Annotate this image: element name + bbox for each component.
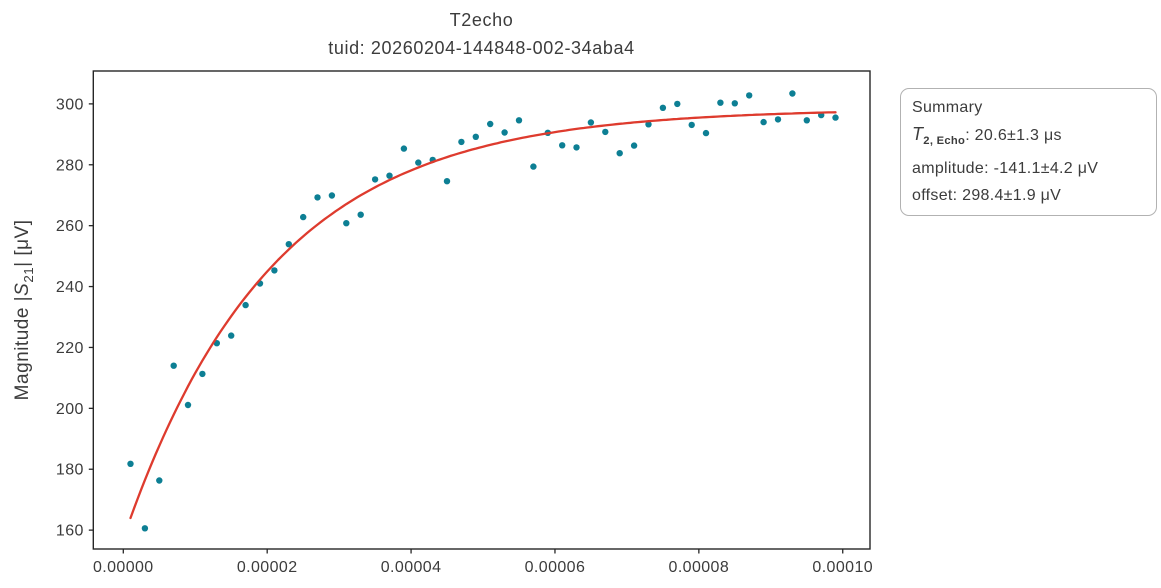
data-point xyxy=(501,129,508,136)
data-point xyxy=(530,163,537,170)
data-point xyxy=(688,121,695,129)
y-tick-label: 200 xyxy=(56,401,84,418)
data-point xyxy=(343,220,350,227)
x-tick-label: 0.00008 xyxy=(669,559,730,576)
x-tick-label: 0.00002 xyxy=(237,559,298,576)
data-point xyxy=(717,99,724,106)
y-tick-label: 300 xyxy=(56,96,84,113)
data-point xyxy=(127,460,134,467)
data-point xyxy=(659,104,667,112)
summary-title: Summary xyxy=(912,99,983,116)
data-point xyxy=(458,138,465,146)
data-point xyxy=(156,477,163,484)
y-tick-label: 240 xyxy=(56,279,84,296)
summary-offset: offset: 298.4±1.9 μV xyxy=(912,187,1062,205)
summary-box: Summary T2, Echo: 20.6±1.3 μs amplitude:… xyxy=(900,88,1157,217)
data-point xyxy=(515,117,523,124)
y-tick-label: 280 xyxy=(56,157,84,174)
t2-subscript: 2, Echo xyxy=(923,135,966,148)
data-point xyxy=(242,301,249,309)
data-point xyxy=(199,370,206,378)
data-point xyxy=(573,144,580,151)
data-point xyxy=(803,117,810,124)
axes-spines xyxy=(92,70,871,550)
data-point xyxy=(616,150,623,157)
data-point xyxy=(674,100,681,108)
data-point xyxy=(472,133,479,140)
data-point xyxy=(415,159,422,166)
data-point xyxy=(774,116,782,123)
data-point xyxy=(832,114,839,121)
data-point xyxy=(371,176,379,183)
data-point xyxy=(400,145,408,152)
data-point xyxy=(271,267,278,274)
chart-title-block: T2echo tuid: 20260204-144848-002-34aba4 xyxy=(93,6,870,62)
data-point xyxy=(559,142,566,149)
chart-subtitle: tuid: 20260204-144848-002-34aba4 xyxy=(328,38,635,58)
data-point xyxy=(170,362,177,369)
chart-title: T2echo xyxy=(449,10,514,30)
x-tick-label: 0.00006 xyxy=(525,559,586,576)
t2-value: : 20.6±1.3 μs xyxy=(965,127,1062,144)
data-point xyxy=(487,120,494,128)
data-point xyxy=(630,142,638,149)
data-point xyxy=(602,128,609,136)
summary-t2-line: T2, Echo: 20.6±1.3 μs xyxy=(912,121,1156,155)
data-point xyxy=(314,194,321,201)
data-point xyxy=(228,332,235,339)
data-point xyxy=(386,172,393,179)
x-tick-label: 0.00000 xyxy=(93,559,154,576)
y-tick-label: 160 xyxy=(56,523,84,540)
fit-line xyxy=(129,111,837,520)
data-point xyxy=(443,178,451,185)
data-point xyxy=(328,192,336,199)
data-point xyxy=(789,90,796,97)
data-point xyxy=(285,241,292,248)
data-point xyxy=(141,525,149,532)
data-point xyxy=(300,213,307,221)
data-point xyxy=(357,211,364,218)
t2-symbol: T xyxy=(912,124,924,144)
x-tick-label: 0.00010 xyxy=(812,559,873,576)
y-tick-label: 220 xyxy=(56,340,84,357)
y-tick-label: 180 xyxy=(56,462,84,479)
data-point xyxy=(746,92,753,99)
data-point xyxy=(760,118,767,126)
x-tick-label: 0.00004 xyxy=(381,559,442,576)
summary-amplitude: amplitude: -141.1±4.2 μV xyxy=(912,160,1099,178)
data-point xyxy=(184,401,192,409)
data-point xyxy=(731,100,738,107)
data-point xyxy=(587,119,595,126)
data-point xyxy=(645,121,652,128)
data-point xyxy=(702,129,710,137)
y-tick-label: 260 xyxy=(56,218,84,235)
